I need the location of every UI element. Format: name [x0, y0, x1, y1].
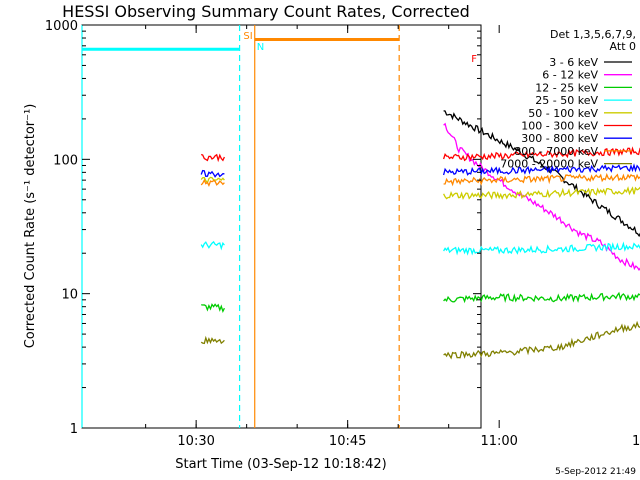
- vertical-markers: [81, 25, 400, 428]
- flag-label-n: N: [257, 42, 264, 53]
- legend-header: Det 1,3,5,6,7,9,: [550, 28, 636, 41]
- series-line: [200, 176, 225, 185]
- footer-date: 5-Sep-2012 21:49: [555, 467, 636, 477]
- series-line: [443, 172, 640, 187]
- x-tick-label: 11:00: [480, 434, 517, 449]
- legend-entry-label: 100 - 300 keV: [521, 120, 598, 133]
- legend-entry-label: 50 - 100 keV: [528, 107, 598, 120]
- plot-area: F SI N: [81, 24, 640, 429]
- legend-header: Att 0: [610, 40, 636, 53]
- legend-entry-label: 25 - 50 keV: [535, 94, 598, 107]
- series-lines: [200, 110, 640, 360]
- plot-frame: [81, 24, 482, 429]
- y-tick-label: 10: [61, 288, 78, 303]
- y-axis-label: Corrected Count Rate (s⁻¹ detector⁻¹): [23, 104, 38, 349]
- y-tick-label: 1: [70, 422, 78, 437]
- y-tick-label: 100: [53, 153, 78, 168]
- series-line: [443, 122, 640, 272]
- flag-label-si: SI: [243, 31, 252, 42]
- legend-entry-label: 300 - 800 keV: [521, 132, 598, 145]
- legend-entry-label: 7000 - 20000 keV: [500, 158, 598, 171]
- series-line: [442, 146, 640, 162]
- series-line: [443, 320, 640, 360]
- series-line: [200, 169, 225, 178]
- legend-entry-label: 800 - 7000 keV: [514, 145, 598, 158]
- x-tick-label: 11:15: [632, 434, 640, 449]
- legend-entry-label: 6 - 12 keV: [542, 69, 598, 82]
- series-line: [200, 335, 225, 345]
- x-tick-label: 10:45: [329, 434, 366, 449]
- series-line: [443, 186, 640, 200]
- series-line: [200, 178, 225, 188]
- chart-title: HESSI Observing Summary Count Rates, Cor…: [62, 2, 470, 21]
- series-line: [443, 241, 640, 256]
- series-line: [200, 153, 225, 163]
- y-tick-label: 1000: [45, 19, 78, 34]
- series-line: [442, 163, 640, 176]
- series-line: [201, 303, 225, 314]
- series-line: [200, 240, 225, 251]
- flag-bars: F SI N: [82, 31, 477, 65]
- legend-entry-label: 3 - 6 keV: [549, 56, 598, 69]
- x-tick-label: 10:30: [177, 434, 214, 449]
- series-line: [443, 291, 640, 304]
- x-axis-label: Start Time (03-Sep-12 10:18:42): [175, 457, 386, 472]
- legend-entry-label: 12 - 25 keV: [535, 81, 598, 94]
- y-axis-ticks: 1 10 100 1000: [45, 19, 481, 437]
- flag-bar-label: F: [471, 54, 477, 65]
